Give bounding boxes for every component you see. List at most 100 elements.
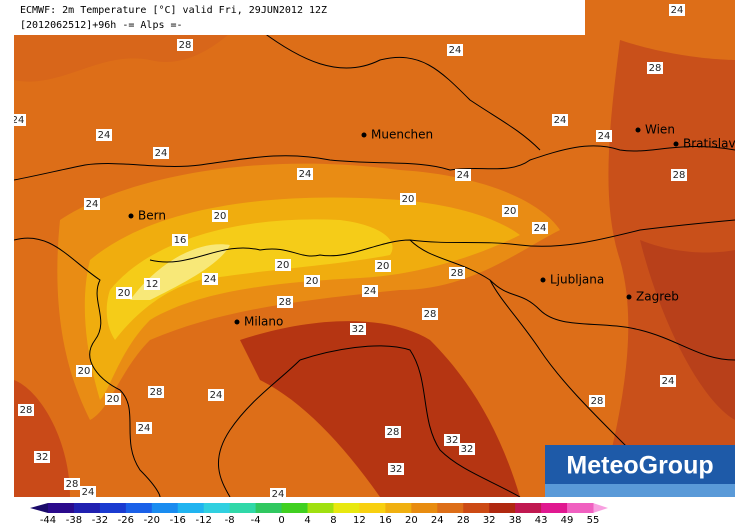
contour-label-bg [270, 488, 286, 497]
contour-label-bg [447, 44, 463, 56]
contour-label-bg [18, 404, 34, 416]
colorbar-label: -8 [225, 515, 235, 525]
colorbar-label: -4 [251, 515, 261, 525]
contour-label-bg [669, 4, 685, 16]
colorbar-segment [333, 503, 360, 513]
contour-label-bg [400, 193, 416, 205]
contour-label: 24 [671, 5, 684, 16]
contour-label-bg [444, 434, 460, 446]
contour-label: 28 [591, 396, 604, 407]
contour-label: 32 [461, 444, 474, 455]
colorbar-segment [385, 503, 412, 513]
colorbar-segment [99, 503, 127, 513]
contour-label-bg [148, 386, 164, 398]
contour-label: 20 [306, 276, 319, 287]
contour-label: 24 [272, 489, 285, 500]
contour-label: 24 [534, 223, 547, 234]
contour-label: 12 [146, 279, 159, 290]
contour-label-bg [385, 426, 401, 438]
contour-label-bg [671, 169, 687, 181]
colorbar-segment [541, 503, 568, 513]
colorbar-segment [463, 503, 490, 513]
contour-label: 24 [98, 130, 111, 141]
contour-label-bg [297, 168, 313, 180]
city-name: Wien [645, 123, 675, 137]
contour-label: 20 [504, 206, 517, 217]
colorbar-segment [489, 503, 516, 513]
colorbar-label: 8 [330, 515, 336, 525]
contour-label-bg [105, 393, 121, 405]
contour-label: 20 [214, 211, 227, 222]
field-zone [240, 321, 520, 497]
city-dot [128, 213, 134, 219]
contour-label: 24 [449, 45, 462, 56]
contour-label: 32 [36, 452, 49, 463]
field-zone [106, 219, 393, 340]
contour-label-bg [502, 205, 518, 217]
contour-label-bg [375, 260, 391, 272]
contour-label-bg [80, 486, 96, 497]
contour-label-bg [459, 443, 475, 455]
colorbar-segment [411, 503, 438, 513]
colorbar-label: 24 [431, 515, 444, 525]
contour-label-bg [304, 275, 320, 287]
contour-label: 24 [86, 199, 99, 210]
contour-label: 28 [66, 479, 79, 490]
contour-label-bg [144, 278, 160, 290]
contour-label: 28 [451, 268, 464, 279]
contour-label: 28 [150, 387, 163, 398]
colorbar-label: -16 [170, 515, 186, 525]
contour-label: 16 [174, 235, 187, 246]
contour-label-bg [449, 267, 465, 279]
contour-label-bg [34, 451, 50, 463]
colorbar-arrow [593, 503, 608, 513]
contour-label-bg [96, 129, 112, 141]
colorbar-label: 43 [535, 515, 548, 525]
city-name: Bratislava [683, 137, 740, 151]
colorbar-label: -44 [40, 515, 56, 525]
colorbar-label: 28 [457, 515, 470, 525]
contour-label: 28 [673, 170, 686, 181]
colorbar-segment [229, 503, 257, 513]
contour-label-bg [136, 422, 152, 434]
contour-label-bg [532, 222, 548, 234]
colorbar-segment [255, 503, 283, 513]
colorbar-label: 38 [509, 515, 522, 525]
contour-label: 24 [204, 274, 217, 285]
contour-label-bg [660, 375, 676, 387]
city-dot [361, 132, 367, 138]
header-box [14, 0, 585, 35]
contour-label: 24 [82, 487, 95, 498]
colorbar-segment [125, 503, 153, 513]
contour-label-bg [455, 169, 471, 181]
contour-label-bg [177, 39, 193, 51]
city-name: Ljubljana [550, 273, 604, 287]
contour-label: 28 [179, 40, 192, 51]
contour-label-bg [277, 296, 293, 308]
colorbar-label: -20 [144, 515, 160, 525]
temperature-field [14, 0, 735, 497]
contour-label-bg [208, 389, 224, 401]
city-name: Muenchen [371, 128, 433, 142]
contour-label: 24 [598, 131, 611, 142]
colorbar-segment [567, 503, 594, 513]
contour-label: 20 [402, 194, 415, 205]
city-dot [635, 127, 641, 133]
city-dot [673, 141, 679, 147]
contour-label: 28 [279, 297, 292, 308]
city-dot [234, 319, 240, 325]
contour-label: 32 [390, 464, 403, 475]
colorbar-label: 55 [587, 515, 600, 525]
contour-label-bg [64, 478, 80, 490]
logo-text: MeteoGroup [566, 452, 713, 480]
colorbar-segment [48, 503, 75, 513]
contour-label-bg [76, 365, 92, 377]
colorbar-label: -32 [92, 515, 108, 525]
colorbar-segment [307, 503, 334, 513]
contour-label-bg [596, 130, 612, 142]
contour-label-bg [84, 198, 100, 210]
colorbar-label: 16 [379, 515, 392, 525]
colorbar-segment [151, 503, 179, 513]
